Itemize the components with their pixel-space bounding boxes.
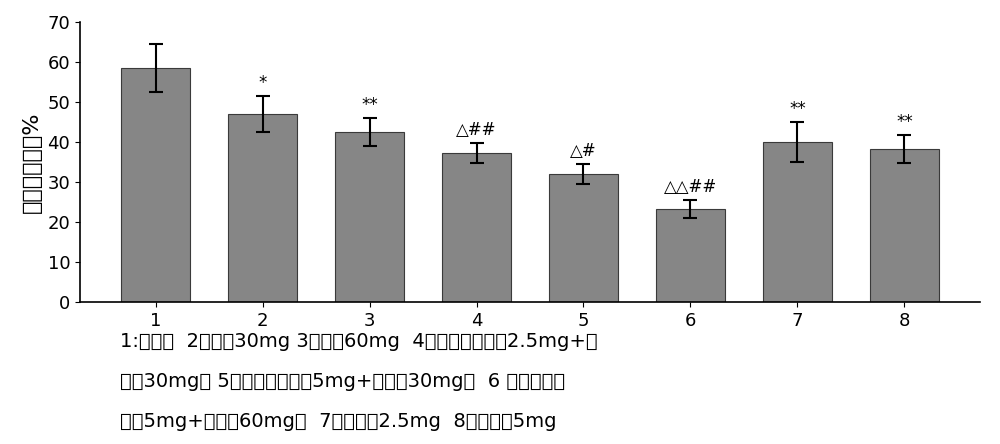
Bar <box>549 174 618 302</box>
Bar <box>442 153 511 302</box>
Text: **: ** <box>896 113 913 131</box>
Text: △△##: △△## <box>664 178 717 196</box>
Text: △##: △## <box>456 121 497 139</box>
Bar <box>121 68 190 302</box>
Bar <box>228 114 297 302</box>
Bar <box>335 132 404 302</box>
Text: △#: △# <box>570 142 597 160</box>
Text: **: ** <box>361 96 378 114</box>
Bar <box>656 209 725 302</box>
Text: *: * <box>258 74 267 92</box>
Bar <box>763 142 832 302</box>
Text: **: ** <box>789 100 806 118</box>
Text: 激酶30mg） 5复方（阿啊沙班5mg+蚁激酶30mg）  6 复方（阿啊: 激酶30mg） 5复方（阿啊沙班5mg+蚁激酶30mg） 6 复方（阿啊 <box>120 372 565 391</box>
Text: 1:正常组  2蚁激酶30mg 3蚁激酶60mg  4复方（阿啊沙班2.5mg+蚁: 1:正常组 2蚁激酶30mg 3蚁激酶60mg 4复方（阿啊沙班2.5mg+蚁 <box>120 332 598 351</box>
Text: 沙班5mg+蚁激酶60mg）  7阿啊沙班2.5mg  8阿啊沙班5mg: 沙班5mg+蚁激酶60mg） 7阿啊沙班2.5mg 8阿啊沙班5mg <box>120 412 556 431</box>
Y-axis label: 血小板凝集率%: 血小板凝集率% <box>22 111 42 213</box>
Bar <box>870 149 939 302</box>
